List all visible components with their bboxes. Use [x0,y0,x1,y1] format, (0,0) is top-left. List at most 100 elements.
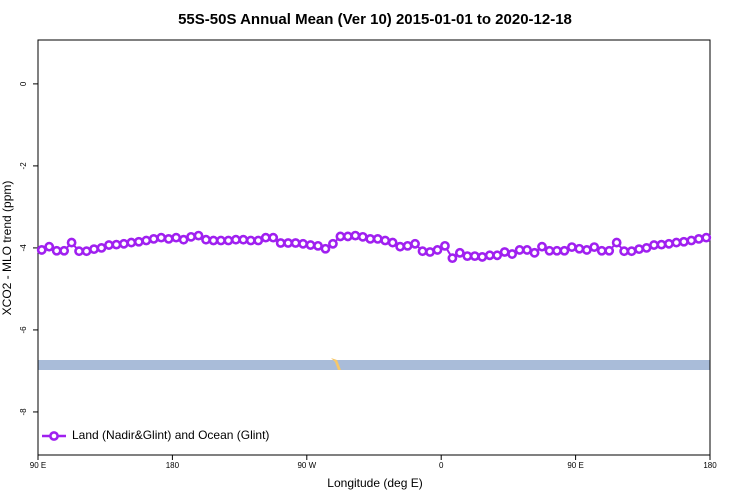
data-point [275,238,286,248]
data-point [141,235,152,246]
data-point [589,242,600,252]
data-point [201,234,211,245]
data-point [260,232,271,243]
data-point [148,233,159,244]
x-tick-label: 90 E [567,461,583,470]
data-point [96,243,107,253]
data-point [499,247,510,257]
data-point [171,232,182,243]
data-point [611,237,622,248]
data-point [664,238,674,249]
data-point [126,237,137,248]
data-point [462,251,473,262]
data-point [313,240,323,251]
data-point [59,245,70,256]
y-tick-label: -6 [19,326,28,334]
data-point [223,235,234,246]
data-point [328,238,338,249]
data-point [425,247,435,257]
data-point [581,245,592,255]
x-tick-label: 90 W [297,461,316,470]
data-point [469,251,480,262]
data-point [649,240,659,250]
data-point [51,245,62,256]
y-tick-label: -2 [19,162,28,170]
data-point [440,240,450,251]
data-point [387,237,398,248]
data-point [305,240,316,250]
data-point [193,230,204,241]
data-point [537,241,547,252]
data-point [454,247,465,258]
y-axis-label: XCO2 - MLO trend (ppm) [0,181,14,316]
data-point [686,235,697,246]
data-point [559,245,570,256]
data-point [380,235,391,246]
data-point [693,233,704,244]
x-axis-label: Longitude (deg E) [327,476,422,490]
data-point [701,232,712,243]
data-point [447,253,458,264]
data-point [417,246,428,257]
data-point [522,245,532,255]
data-point [66,237,77,248]
data-point [230,234,241,245]
data-point [596,245,607,256]
coverage-patch [331,358,341,370]
data-point [514,245,525,255]
x-tick-label: 180 [703,461,717,470]
data-point [656,239,667,250]
data-point [81,246,92,257]
x-tick-label: 90 E [30,461,46,470]
data-point [298,238,308,249]
chart-title: 55S-50S Annual Mean (Ver 10) 2015-01-01 … [178,11,572,28]
y-tick-label: -8 [19,408,28,416]
data-point [320,243,331,254]
data-point [574,243,585,254]
data-point [410,238,420,249]
legend-marker [49,431,59,441]
legend-label: Land (Nadir&Glint) and Ocean (Glint) [72,428,269,442]
data-point [604,245,615,256]
data-point [507,249,518,259]
data-point [335,231,346,242]
data-point [678,236,689,247]
data-point [186,231,196,242]
data-point [44,241,55,252]
x-tick-label: 180 [166,461,180,470]
data-point [74,246,84,257]
y-tick-label: -4 [19,244,28,252]
data-point [395,241,406,252]
data-point [544,245,555,256]
data-point [245,235,256,246]
data-point [111,239,122,250]
data-point [208,235,219,246]
data-point [118,238,129,249]
data-point [350,230,361,241]
data-point [477,252,488,262]
data-point [365,233,376,244]
x-tick-label: 0 [439,461,444,470]
data-point [163,233,174,244]
coverage-band [38,360,710,370]
data-point [402,240,413,251]
data-point [619,246,630,257]
y-tick-label: 0 [19,81,28,86]
data-point [626,246,637,257]
data-point [432,245,443,255]
data-point [641,243,652,253]
data-point [89,244,99,255]
data-point [283,238,294,248]
data-point [552,245,562,256]
data-point [268,232,279,243]
data-point [133,236,144,247]
data-point [238,234,249,245]
data-point [253,235,264,246]
data-point [372,233,383,244]
data-point [290,238,301,248]
data-point [216,235,226,246]
data-point [104,240,114,250]
data-point [492,250,503,261]
data-point [634,244,644,255]
